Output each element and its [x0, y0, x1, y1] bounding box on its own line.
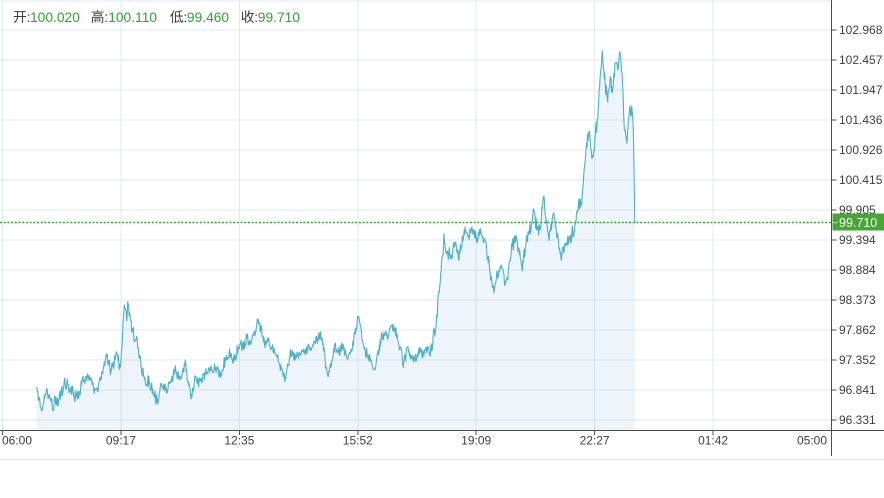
svg-text:12:35: 12:35	[224, 434, 254, 448]
svg-text::: :	[183, 10, 187, 25]
svg-text::: :	[254, 10, 258, 25]
svg-text:98.884: 98.884	[839, 263, 876, 277]
svg-text:09:17: 09:17	[106, 434, 136, 448]
svg-text::: :	[104, 10, 108, 25]
svg-text:100.926: 100.926	[839, 143, 883, 157]
svg-text:98.373: 98.373	[839, 293, 876, 307]
svg-text:15:52: 15:52	[343, 434, 373, 448]
svg-text:102.457: 102.457	[839, 53, 883, 67]
svg-text:102.968: 102.968	[839, 23, 883, 37]
svg-text:101.436: 101.436	[839, 113, 883, 127]
svg-text:19:09: 19:09	[461, 434, 491, 448]
svg-text:101.947: 101.947	[839, 83, 883, 97]
svg-text:01:42: 01:42	[698, 434, 728, 448]
svg-text:22:27: 22:27	[580, 434, 610, 448]
svg-text:100.110: 100.110	[108, 10, 157, 25]
svg-text:99.710: 99.710	[258, 10, 301, 25]
svg-text:96.331: 96.331	[839, 413, 876, 427]
svg-text:99.460: 99.460	[187, 10, 230, 25]
svg-text:97.352: 97.352	[839, 353, 876, 367]
svg-text:05:00: 05:00	[797, 434, 827, 448]
svg-text:100.415: 100.415	[839, 173, 883, 187]
svg-text:99.710: 99.710	[839, 216, 877, 230]
svg-text:99.394: 99.394	[839, 233, 876, 247]
svg-text:06:00: 06:00	[2, 434, 32, 448]
svg-text:96.841: 96.841	[839, 383, 876, 397]
svg-text:97.862: 97.862	[839, 323, 876, 337]
svg-text::: :	[27, 10, 31, 25]
svg-text:100.020: 100.020	[30, 10, 80, 25]
